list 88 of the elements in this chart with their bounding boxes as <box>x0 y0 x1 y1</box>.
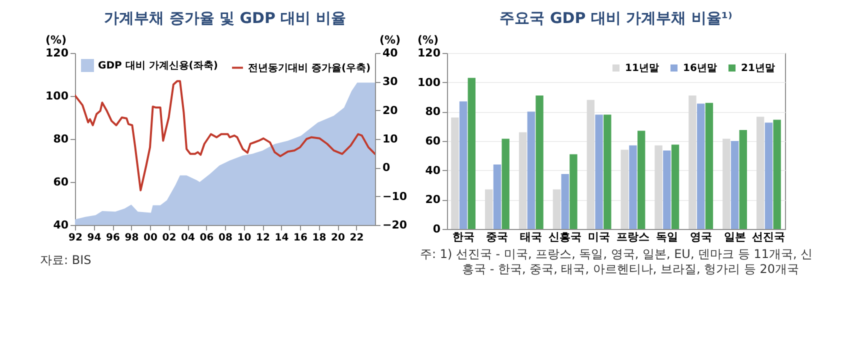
text: 자료: BIS <box>40 253 92 268</box>
bar <box>620 150 628 229</box>
bar <box>561 174 569 229</box>
y-tick-label: 80 <box>425 105 441 118</box>
bar <box>654 145 662 229</box>
legend-label: GDP 대비 가계신용(좌축) <box>98 60 218 72</box>
y2-tick-label: 20 <box>382 104 398 117</box>
line-series <box>75 80 375 192</box>
bar <box>730 141 739 229</box>
x-tick-label: 02 <box>162 232 176 244</box>
bar <box>493 164 502 229</box>
bar <box>739 130 747 229</box>
x-tick-label: 일본 <box>724 230 746 244</box>
x-tick-label: 영국 <box>690 230 712 244</box>
bar <box>485 189 493 229</box>
y-tick-label: 20 <box>425 193 441 206</box>
bar <box>586 100 595 229</box>
x-tick-label: 12 <box>256 232 270 244</box>
x-tick-label: 20 <box>331 232 345 244</box>
y2-tick-label: 0 <box>382 161 390 174</box>
x-tick-label: 04 <box>181 232 195 244</box>
bar <box>671 144 680 229</box>
bar <box>502 138 510 229</box>
y2-tick-label: −10 <box>382 190 408 203</box>
y2-axis-title: (%) <box>380 34 401 46</box>
bar <box>696 104 705 229</box>
y-tick-label: 80 <box>53 132 69 146</box>
bar <box>688 96 696 229</box>
y2-tick-label: 10 <box>382 132 398 146</box>
legend-label: 21년말 <box>741 63 775 74</box>
legend-label: 16년말 <box>683 63 717 74</box>
y2-tick-label: 40 <box>382 46 398 60</box>
bar <box>705 102 714 229</box>
y-tick-label: 100 <box>46 90 69 102</box>
x-tick-label: 태국 <box>520 230 542 244</box>
x-tick-label: 프랑스 <box>616 230 650 244</box>
bar <box>552 189 561 229</box>
y-axis-title: (%) <box>46 34 67 46</box>
y-tick-label: 120 <box>46 46 69 60</box>
text: 주: 1) 선진국 - 미국, 프랑스, 독일, 영국, 일본, EU, 덴마크 등 11개국, 신흥국 - 한국, 중국, 태국, 아르헨티나, 브라질, 헝가리 등 20개국 <box>419 247 814 277</box>
x-tick-label: 00 <box>144 232 158 244</box>
x-tick-label: 신흥국 <box>548 230 582 244</box>
x-tick-label: 98 <box>124 232 139 244</box>
bar <box>451 118 459 229</box>
y2-tick-label: 30 <box>382 75 398 88</box>
legend-label: 전년동기대비 증가율(우축) <box>248 62 371 74</box>
x-tick-label: 96 <box>106 232 120 244</box>
x-tick-label: 한국 <box>452 230 474 244</box>
x-tick-label: 미국 <box>588 230 610 244</box>
bar <box>518 132 527 229</box>
chart-title: 주요국 GDP 대비 가계부채 비율¹⁾ <box>500 9 732 27</box>
bar <box>459 101 468 229</box>
x-tick-label: 18 <box>312 232 326 244</box>
legend-label: 11년말 <box>625 63 659 74</box>
y-tick-label: 100 <box>418 76 441 89</box>
x-tick-label: 독일 <box>656 230 678 244</box>
y-tick-label: 120 <box>418 46 441 60</box>
y-tick-label: 0 <box>432 222 441 236</box>
x-tick-label: 선진국 <box>752 230 786 244</box>
bar <box>527 112 536 229</box>
bar <box>536 96 544 229</box>
bar <box>468 78 476 229</box>
x-tick-label: 06 <box>200 232 214 244</box>
x-tick-label: 14 <box>274 232 289 244</box>
y-tick-label: 60 <box>425 134 441 148</box>
x-tick-label: 22 <box>350 232 364 244</box>
y-tick-label: 60 <box>53 176 69 188</box>
x-tick-label: 중국 <box>486 230 508 244</box>
bar <box>756 116 764 229</box>
y-tick-label: 40 <box>425 164 441 177</box>
bar <box>595 114 603 229</box>
chart-title: 가계부채 증가율 및 GDP 대비 비율 <box>104 9 346 27</box>
y2-tick-label: −20 <box>382 218 408 232</box>
bar <box>773 120 781 229</box>
x-tick-label: 94 <box>87 232 102 244</box>
x-tick-label: 08 <box>218 232 232 244</box>
bar <box>604 114 612 229</box>
x-tick-label: 16 <box>294 232 308 244</box>
bar <box>570 154 578 229</box>
bar <box>722 138 730 229</box>
x-tick-label: 92 <box>68 232 82 244</box>
y-tick-label: 40 <box>53 218 69 232</box>
x-tick-label: 10 <box>237 232 252 244</box>
bar <box>629 145 637 229</box>
bar <box>663 150 671 229</box>
y-axis-title: (%) <box>418 34 439 46</box>
bar <box>764 122 773 229</box>
bar <box>637 130 646 229</box>
